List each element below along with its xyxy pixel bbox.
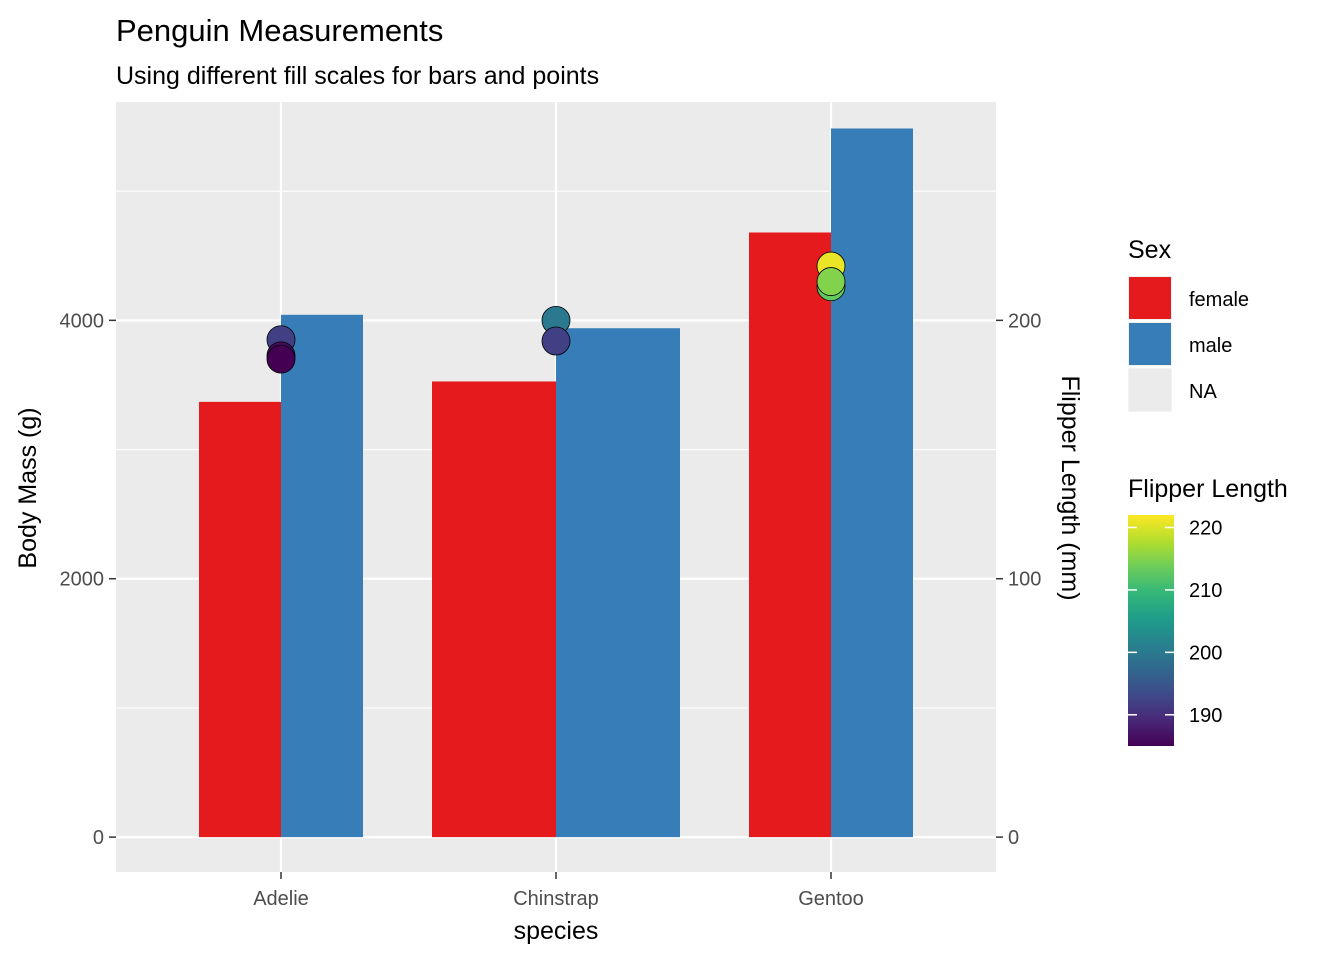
colorbar bbox=[1128, 515, 1174, 746]
y2-axis-title: Flipper Length (mm) bbox=[1056, 375, 1084, 600]
y-axis-title: Body Mass (g) bbox=[14, 407, 42, 568]
legend: Sex female male NA Flipper Length 190 200 210 22… bbox=[1128, 236, 1288, 746]
legend-swatch-female bbox=[1129, 277, 1171, 319]
colorbar-tick-label: 210 bbox=[1189, 580, 1222, 602]
legend-label-male: male bbox=[1189, 335, 1232, 357]
x-tick-label: Chinstrap bbox=[513, 888, 599, 910]
bar-male-adelie bbox=[281, 314, 363, 838]
y2-tick-label: 100 bbox=[1008, 569, 1041, 591]
chart-subtitle: Using different fill scales for bars and… bbox=[116, 62, 599, 90]
y2-tick-label: 0 bbox=[1008, 827, 1019, 849]
colorbar-tick-label: 200 bbox=[1189, 642, 1222, 664]
point-adelie bbox=[266, 344, 296, 374]
x-tick-label: Gentoo bbox=[798, 888, 864, 910]
bar-male-gentoo bbox=[831, 128, 913, 838]
legend-label-female: female bbox=[1189, 289, 1249, 311]
colorbar-tick-label: 220 bbox=[1189, 517, 1222, 539]
bar-female-gentoo bbox=[749, 232, 831, 838]
y-tick-label: 4000 bbox=[60, 310, 105, 332]
bar-female-chinstrap bbox=[432, 381, 556, 838]
legend-swatch-male bbox=[1129, 323, 1171, 365]
y-tick-label: 2000 bbox=[60, 569, 105, 591]
x-tick-label: Adelie bbox=[253, 888, 309, 910]
y2-tick-label: 200 bbox=[1008, 310, 1041, 332]
legend-swatch-na bbox=[1129, 369, 1171, 411]
legend-flipper-title: Flipper Length bbox=[1128, 475, 1288, 503]
bar-female-adelie bbox=[199, 401, 281, 838]
x-axis-title: species bbox=[514, 917, 599, 945]
point-chinstrap bbox=[541, 326, 571, 356]
plot-area: 0 2000 4000 0 100 200 Adelie Chinstrap Gentoo bbox=[60, 102, 1041, 910]
chart-title: Penguin Measurements bbox=[116, 13, 443, 48]
bar-male-chinstrap bbox=[556, 328, 680, 838]
legend-label-na: NA bbox=[1189, 381, 1217, 403]
legend-sex-title: Sex bbox=[1128, 236, 1172, 264]
colorbar-tick-label: 190 bbox=[1189, 705, 1222, 727]
y-tick-label: 0 bbox=[93, 827, 104, 849]
point-gentoo bbox=[816, 267, 846, 296]
